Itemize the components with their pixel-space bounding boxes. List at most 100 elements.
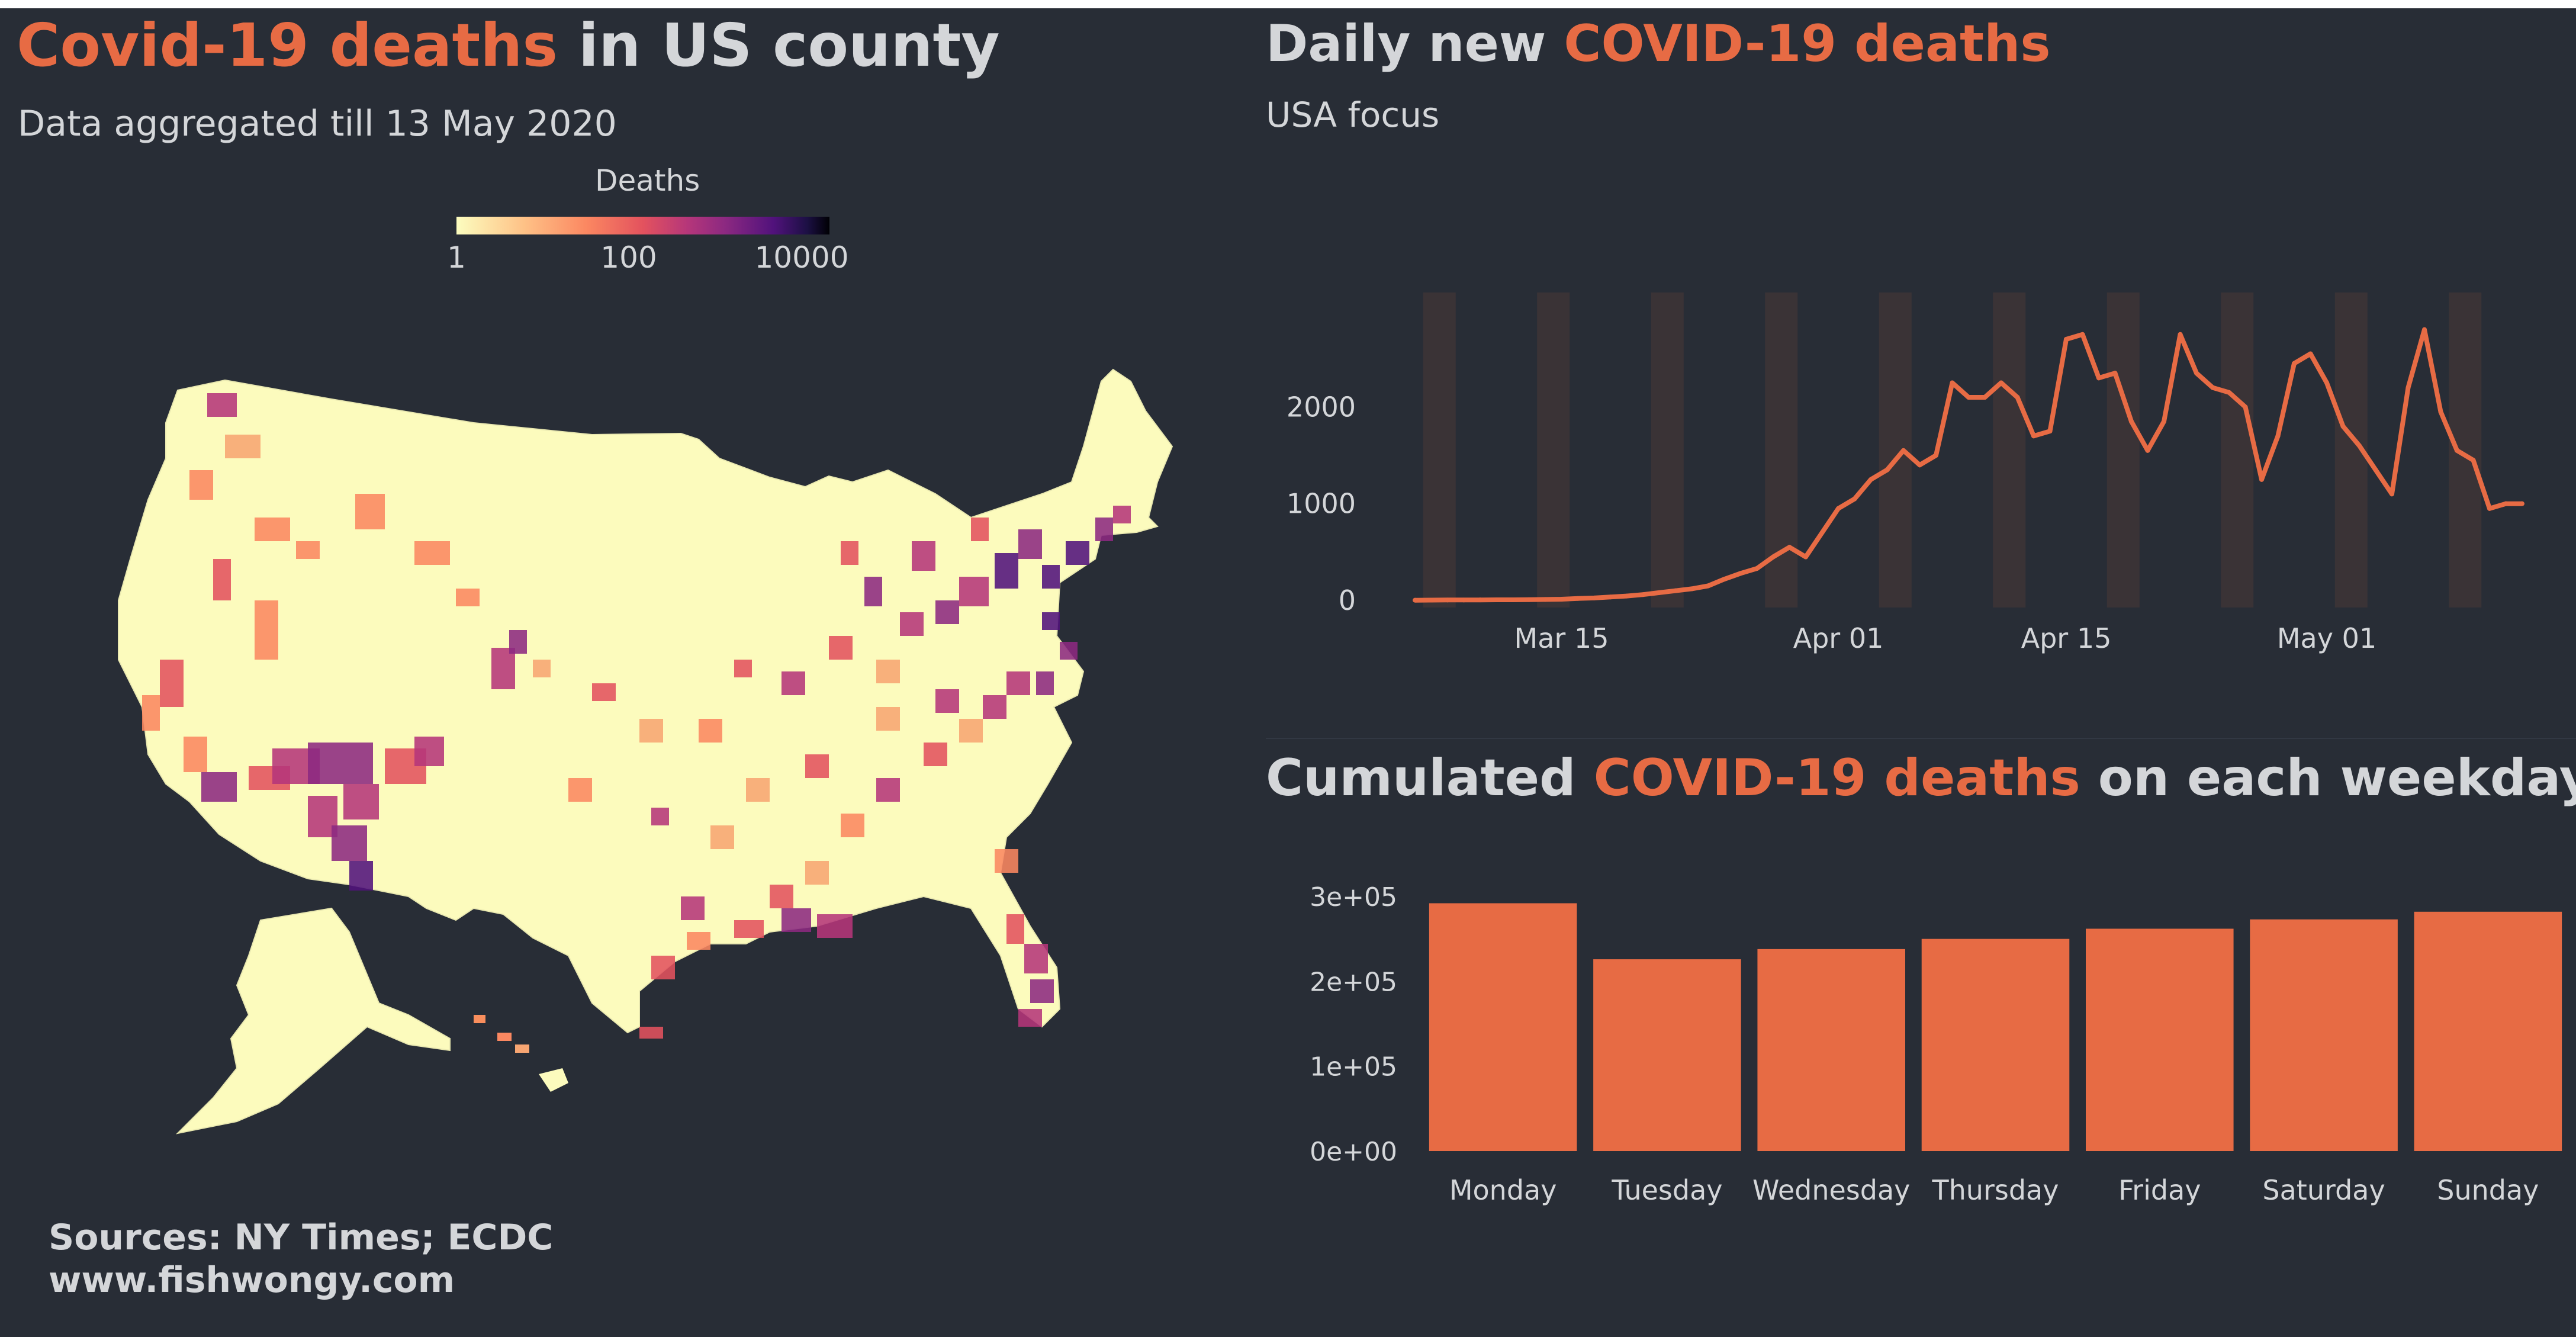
bar-thursday <box>1921 939 2070 1151</box>
county-fill <box>841 541 858 565</box>
county-fill <box>805 754 829 778</box>
line-point <box>1787 545 1792 550</box>
map-subtitle: Data aggregated till 13 May 2020 <box>18 103 617 144</box>
hawaii-island <box>474 1015 485 1023</box>
county-fill <box>255 518 290 541</box>
line-point <box>1478 597 1482 603</box>
line-point <box>2520 501 2524 506</box>
y-tick-label: 2e+05 <box>1310 967 1397 997</box>
line-point <box>2015 395 2020 400</box>
line-point <box>1999 380 2003 385</box>
line-point <box>1641 592 1645 597</box>
county-fill <box>959 719 983 743</box>
county-fill <box>935 600 959 624</box>
county-fill <box>782 671 805 695</box>
county-fill <box>876 778 900 802</box>
line-point <box>2438 409 2443 414</box>
line-point <box>1950 380 1955 385</box>
map-title-rest: in US county <box>558 11 1000 80</box>
line-point <box>2129 419 2134 424</box>
line-point <box>1852 496 1857 502</box>
weekday-title-part1: Cumulated <box>1266 748 1594 808</box>
county-fill <box>900 612 924 636</box>
x-tick-label: Friday <box>2118 1174 2201 1206</box>
line-point <box>2047 429 2053 434</box>
county-fill <box>959 577 989 606</box>
county-fill <box>935 689 959 713</box>
line-point <box>1738 571 1743 576</box>
line-point <box>2422 327 2427 332</box>
hawaii-shape <box>539 1068 568 1092</box>
map-title-highlight: Covid-19 deaths <box>17 11 558 80</box>
line-point <box>2227 390 2231 395</box>
county-fill <box>651 808 669 825</box>
county-fill <box>189 470 213 500</box>
county-fill <box>912 541 935 571</box>
line-point <box>2145 448 2150 453</box>
line-point <box>2096 375 2101 381</box>
county-fill <box>355 494 385 529</box>
county-fill <box>687 932 710 950</box>
county-fill <box>1024 944 1048 973</box>
weekend-band <box>2107 293 2140 608</box>
legend-title: Deaths <box>595 163 700 198</box>
weekend-band <box>1423 293 1456 608</box>
line-point <box>1917 462 1922 468</box>
line-point <box>2292 361 2297 366</box>
map-title: Covid-19 deaths in US county <box>17 11 1000 80</box>
county-fill <box>746 778 770 802</box>
county-fill <box>829 636 853 660</box>
x-tick-label: Apr 01 <box>1793 622 1884 654</box>
county-fill <box>1030 979 1054 1003</box>
daily-title-part1: Daily new <box>1266 14 1564 73</box>
county-fill <box>876 660 900 683</box>
us-county-map <box>118 368 1173 1134</box>
bar-sunday <box>2414 911 2562 1151</box>
line-point <box>1966 395 1971 400</box>
line-point <box>1722 577 1727 582</box>
line-point <box>2455 448 2459 453</box>
y-tick-label: 1e+05 <box>1310 1052 1397 1082</box>
daily-chart-subtitle: USA focus <box>1266 95 1440 135</box>
county-fill <box>201 772 237 802</box>
county-fill <box>805 861 829 885</box>
line-point <box>2487 506 2492 511</box>
line-point <box>1624 593 1629 599</box>
line-point <box>1413 597 1417 603</box>
line-point <box>1575 596 1580 601</box>
county-fill <box>1006 914 1024 944</box>
line-point <box>2275 433 2281 439</box>
x-tick-label: Saturday <box>2262 1174 2385 1206</box>
line-point <box>2064 337 2069 342</box>
county-fill <box>533 660 551 677</box>
line-point <box>1819 530 1825 535</box>
county-fill <box>592 683 616 701</box>
weekend-band <box>2221 293 2254 608</box>
y-tick-label: 0 <box>1339 584 1356 616</box>
line-point <box>2340 424 2346 429</box>
line-point <box>1510 597 1515 603</box>
county-fill <box>456 589 480 606</box>
county-fill <box>639 719 663 743</box>
line-point <box>2194 371 2199 376</box>
x-tick-label: Tuesday <box>1611 1174 1722 1206</box>
county-fill <box>1042 565 1060 589</box>
line-point <box>2373 467 2378 473</box>
county-fill <box>160 660 184 707</box>
weekday-title-part2: COVID-19 deaths <box>1593 748 2080 808</box>
line-point <box>1901 448 1906 453</box>
county-fill <box>414 541 450 565</box>
weekday-deaths-bar-chart: 0e+00 1e+05 2e+05 3e+05 Monday Tuesday Wednes… <box>1310 882 2562 1206</box>
county-fill <box>699 719 722 743</box>
line-point <box>2308 351 2313 356</box>
line-point <box>1429 597 1434 603</box>
x-tick-label: Sunday <box>2437 1174 2539 1206</box>
county-fill <box>296 541 320 559</box>
county-fill <box>1042 612 1060 630</box>
hawaii-island <box>497 1033 512 1041</box>
county-fill <box>142 695 160 731</box>
line-point <box>1657 590 1662 595</box>
legend-colorbar <box>456 217 829 234</box>
bar-tuesday <box>1593 959 1741 1151</box>
county-fill <box>734 660 752 677</box>
